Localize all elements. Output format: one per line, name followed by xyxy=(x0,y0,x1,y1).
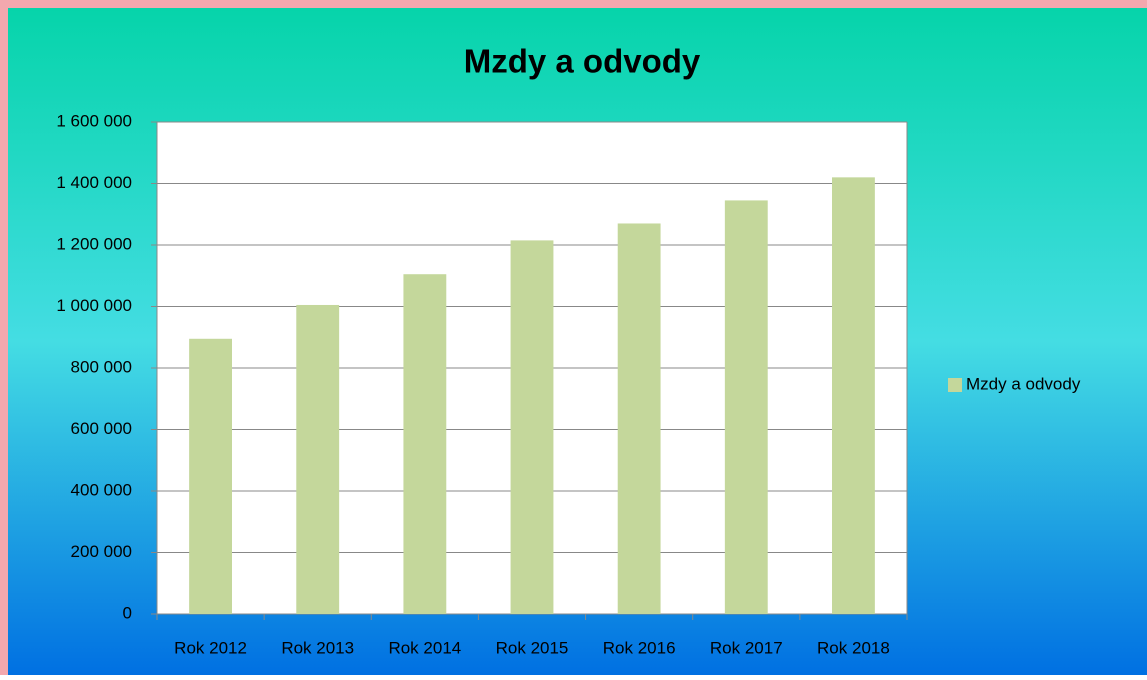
x-tick-label: Rok 2018 xyxy=(817,638,890,657)
x-tick-label: Rok 2014 xyxy=(388,638,461,657)
y-tick-label: 1 200 000 xyxy=(56,234,132,253)
bar xyxy=(189,338,232,614)
y-tick-label: 1 000 000 xyxy=(56,296,132,315)
x-tick-label: Rok 2017 xyxy=(710,638,783,657)
y-tick-label: 200 000 xyxy=(71,542,132,561)
bar xyxy=(832,177,875,614)
legend-label: Mzdy a odvody xyxy=(966,374,1081,393)
y-tick-label: 800 000 xyxy=(71,357,132,376)
bar xyxy=(403,274,447,614)
x-tick-label: Rok 2015 xyxy=(496,638,569,657)
chart-title: Mzdy a odvody xyxy=(464,43,701,80)
bar xyxy=(510,240,554,614)
bar xyxy=(724,200,768,614)
y-tick-label: 1 600 000 xyxy=(56,111,132,130)
x-tick-label: Rok 2016 xyxy=(603,638,676,657)
y-tick-label: 400 000 xyxy=(71,480,132,499)
bar xyxy=(296,304,340,614)
bar xyxy=(617,223,661,614)
x-tick-label: Rok 2013 xyxy=(281,638,354,657)
y-tick-label: 1 400 000 xyxy=(56,173,132,192)
x-tick-label: Rok 2012 xyxy=(174,638,247,657)
y-tick-label: 0 xyxy=(123,603,132,622)
y-tick-label: 600 000 xyxy=(71,419,132,438)
legend-swatch xyxy=(948,378,962,392)
